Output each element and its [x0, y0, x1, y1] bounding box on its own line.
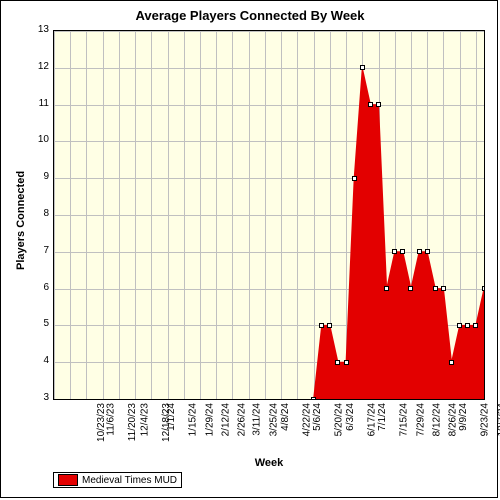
data-marker — [319, 323, 324, 328]
xtick-label: 6/3/24 — [344, 403, 355, 431]
data-marker — [408, 286, 413, 291]
data-marker — [457, 323, 462, 328]
plot-area — [53, 30, 485, 400]
grid-h — [54, 399, 484, 400]
xtick-label: 4/8/24 — [280, 403, 291, 431]
ytick-label: 7 — [29, 245, 49, 256]
xtick-label: 3/11/24 — [252, 403, 263, 436]
xtick-label: 7/15/24 — [399, 403, 410, 436]
data-marker — [360, 65, 365, 70]
xtick-label: 9/23/24 — [480, 403, 491, 436]
ytick-label: 11 — [29, 98, 49, 109]
xtick-label: 2/12/24 — [220, 403, 231, 436]
data-marker — [417, 249, 422, 254]
ytick-label: 8 — [29, 208, 49, 219]
area-fill — [54, 31, 484, 399]
xtick-label: 10/7/24 — [496, 403, 500, 436]
data-marker — [392, 249, 397, 254]
ytick-label: 5 — [29, 318, 49, 329]
data-marker — [344, 360, 349, 365]
xtick-label: 1/29/24 — [204, 403, 215, 436]
data-marker — [473, 323, 478, 328]
data-marker — [433, 286, 438, 291]
data-marker — [441, 286, 446, 291]
xtick-label: 5/6/24 — [312, 403, 323, 431]
chart-title: Average Players Connected By Week — [0, 8, 500, 23]
xtick-label: 9/9/24 — [458, 403, 469, 431]
data-marker — [425, 249, 430, 254]
ytick-label: 9 — [29, 171, 49, 182]
data-marker — [465, 323, 470, 328]
legend: Medieval Times MUD — [53, 472, 182, 488]
xtick-label: 8/26/24 — [447, 403, 458, 436]
xtick-label: 7/29/24 — [415, 403, 426, 436]
legend-label: Medieval Times MUD — [82, 475, 177, 486]
data-marker — [352, 176, 357, 181]
xtick-label: 8/12/24 — [431, 403, 442, 436]
xtick-label: 5/20/24 — [334, 403, 345, 436]
data-marker — [384, 286, 389, 291]
xtick-label: 1/15/24 — [188, 403, 199, 436]
data-marker — [368, 102, 373, 107]
ytick-label: 4 — [29, 355, 49, 366]
xtick-label: 11/6/23 — [106, 403, 117, 436]
data-marker — [376, 102, 381, 107]
data-marker — [335, 360, 340, 365]
xtick-label: 11/20/23 — [128, 403, 139, 441]
x-axis-label: Week — [53, 457, 485, 469]
ytick-label: 6 — [29, 282, 49, 293]
xtick-label: 2/26/24 — [236, 403, 247, 436]
data-marker — [482, 286, 486, 291]
xtick-label: 4/22/24 — [301, 403, 312, 436]
xtick-label: 1/1/24 — [166, 403, 177, 431]
data-marker — [400, 249, 405, 254]
xtick-label: 3/25/24 — [269, 403, 280, 436]
xtick-label: 6/17/24 — [366, 403, 377, 436]
ytick-label: 13 — [29, 24, 49, 35]
ytick-label: 12 — [29, 61, 49, 72]
data-marker — [449, 360, 454, 365]
y-axis-label: Players Connected — [15, 171, 27, 270]
data-marker — [327, 323, 332, 328]
ytick-label: 3 — [29, 392, 49, 403]
ytick-label: 10 — [29, 134, 49, 145]
data-marker — [311, 397, 316, 401]
xtick-label: 7/1/24 — [377, 403, 388, 431]
xtick-label: 12/4/23 — [139, 403, 150, 436]
legend-swatch — [58, 474, 78, 486]
